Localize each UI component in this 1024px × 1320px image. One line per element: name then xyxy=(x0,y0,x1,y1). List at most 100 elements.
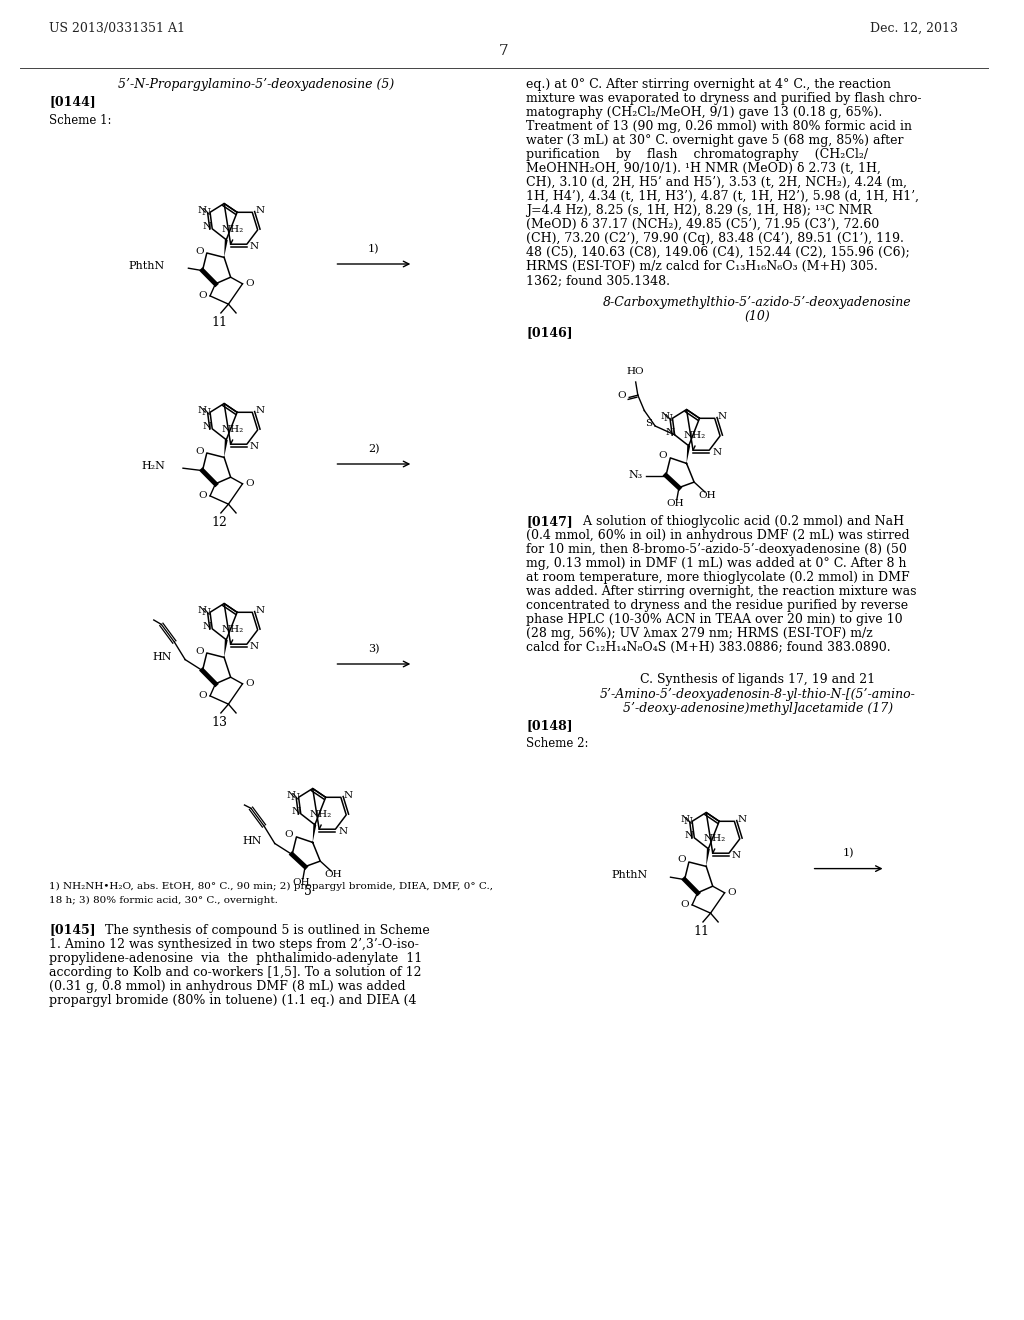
Text: N: N xyxy=(255,206,264,215)
Text: N: N xyxy=(250,242,259,251)
Text: eq.) at 0° C. After stirring overnight at 4° C., the reaction: eq.) at 0° C. After stirring overnight a… xyxy=(526,78,891,91)
Text: The synthesis of compound 5 is outlined in Scheme: The synthesis of compound 5 is outlined … xyxy=(93,924,430,937)
Text: N: N xyxy=(338,826,347,836)
Text: N: N xyxy=(203,422,212,432)
Text: N: N xyxy=(250,642,259,651)
Polygon shape xyxy=(707,849,710,866)
Text: N: N xyxy=(287,791,296,800)
Text: purification    by    flash    chromatography    (CH₂Cl₂/: purification by flash chromatography (CH… xyxy=(526,148,868,161)
Text: NH₂: NH₂ xyxy=(221,425,244,434)
Text: Scheme 1:: Scheme 1: xyxy=(49,114,112,127)
Text: N: N xyxy=(203,622,212,631)
Text: 5: 5 xyxy=(304,886,312,898)
Text: 1362; found 305.1348.: 1362; found 305.1348. xyxy=(526,275,671,286)
Text: mg, 0.13 mmol) in DMF (1 mL) was added at 0° C. After 8 h: mg, 0.13 mmol) in DMF (1 mL) was added a… xyxy=(526,557,907,570)
Text: Scheme 2:: Scheme 2: xyxy=(526,737,589,750)
Text: at room temperature, more thioglycolate (0.2 mmol) in DMF: at room temperature, more thioglycolate … xyxy=(526,572,910,583)
Text: O: O xyxy=(196,446,204,455)
Text: O: O xyxy=(196,647,204,656)
Text: propylidene-adenosine  via  the  phthalimido-adenylate  11: propylidene-adenosine via the phthalimid… xyxy=(49,952,423,965)
Text: NH₂: NH₂ xyxy=(310,810,332,820)
Text: N: N xyxy=(666,428,674,437)
Polygon shape xyxy=(312,825,316,842)
Polygon shape xyxy=(224,440,227,458)
Text: [0147]: [0147] xyxy=(526,515,573,528)
Text: O: O xyxy=(285,830,294,840)
Text: [0144]: [0144] xyxy=(49,95,96,108)
Text: N: N xyxy=(203,222,212,231)
Text: [0146]: [0146] xyxy=(526,326,573,339)
Text: N: N xyxy=(732,850,741,859)
Text: 3): 3) xyxy=(368,644,380,653)
Text: N: N xyxy=(198,606,207,615)
Text: OH: OH xyxy=(666,499,684,508)
Text: NH₂: NH₂ xyxy=(703,834,726,843)
Text: HN: HN xyxy=(243,836,262,846)
Text: 12: 12 xyxy=(212,516,227,529)
Text: O: O xyxy=(728,888,736,898)
Text: 48 (C5), 140.63 (C8), 149.06 (C4), 152.44 (C2), 155.96 (C6);: 48 (C5), 140.63 (C8), 149.06 (C4), 152.4… xyxy=(526,246,910,259)
Text: for 10 min, then 8-bromo-5’-azido-5’-deoxyadenosine (8) (50: for 10 min, then 8-bromo-5’-azido-5’-deo… xyxy=(526,543,907,556)
Text: 1H, H4’), 4.34 (t, 1H, H3’), 4.87 (t, 1H, H2’), 5.98 (d, 1H, H1’,: 1H, H4’), 4.34 (t, 1H, H3’), 4.87 (t, 1H… xyxy=(526,190,920,203)
Text: N: N xyxy=(685,832,694,841)
Text: A solution of thioglycolic acid (0.2 mmol) and NaH: A solution of thioglycolic acid (0.2 mmo… xyxy=(570,515,904,528)
Text: N: N xyxy=(290,793,299,801)
Text: US 2013/0331351 A1: US 2013/0331351 A1 xyxy=(49,22,185,36)
Text: N: N xyxy=(255,405,264,414)
Text: N: N xyxy=(737,814,746,824)
Text: N: N xyxy=(718,412,727,421)
Text: N: N xyxy=(198,206,207,215)
Text: 1): 1) xyxy=(843,849,854,858)
Text: water (3 mL) at 30° C. overnight gave 5 (68 mg, 85%) after: water (3 mL) at 30° C. overnight gave 5 … xyxy=(526,135,904,147)
Text: was added. After stirring overnight, the reaction mixture was: was added. After stirring overnight, the… xyxy=(526,585,916,598)
Text: N: N xyxy=(255,606,264,615)
Text: N: N xyxy=(250,442,259,450)
Text: O: O xyxy=(199,692,207,701)
Text: N: N xyxy=(344,791,353,800)
Text: N: N xyxy=(660,412,670,421)
Text: 1): 1) xyxy=(368,244,380,253)
Text: HN: HN xyxy=(153,652,172,661)
Text: concentrated to dryness and the residue purified by reverse: concentrated to dryness and the residue … xyxy=(526,599,908,612)
Text: CH), 3.10 (d, 2H, H5’ and H5’), 3.53 (t, 2H, NCH₂), 4.24 (m,: CH), 3.10 (d, 2H, H5’ and H5’), 3.53 (t,… xyxy=(526,176,907,189)
Text: S: S xyxy=(645,420,652,429)
Text: O: O xyxy=(199,491,207,500)
Text: 2): 2) xyxy=(368,444,380,454)
Text: propargyl bromide (80% in toluene) (1.1 eq.) and DIEA (4: propargyl bromide (80% in toluene) (1.1 … xyxy=(49,994,417,1007)
Polygon shape xyxy=(686,446,690,463)
Text: (0.4 mmol, 60% in oil) in anhydrous DMF (2 mL) was stirred: (0.4 mmol, 60% in oil) in anhydrous DMF … xyxy=(526,529,910,543)
Text: (28 mg, 56%); UV λmax 279 nm; HRMS (ESI-TOF) m/z: (28 mg, 56%); UV λmax 279 nm; HRMS (ESI-… xyxy=(526,627,873,640)
Text: phase HPLC (10-30% ACN in TEAA over 20 min) to give 10: phase HPLC (10-30% ACN in TEAA over 20 m… xyxy=(526,612,903,626)
Text: MeOHNH₂OH, 90/10/1). ¹H NMR (MeOD) δ 2.73 (t, 1H,: MeOHNH₂OH, 90/10/1). ¹H NMR (MeOD) δ 2.7… xyxy=(526,162,882,176)
Text: N: N xyxy=(291,808,300,816)
Text: OH: OH xyxy=(325,870,342,879)
Text: HO: HO xyxy=(627,367,644,376)
Text: 5’-Amino-5’-deoxyadenosin-8-yl-thio-N-[(5’-amino-: 5’-Amino-5’-deoxyadenosin-8-yl-thio-N-[(… xyxy=(600,688,915,701)
Text: 11: 11 xyxy=(694,925,710,939)
Text: NH₂: NH₂ xyxy=(221,626,244,634)
Text: (MeOD) δ 37.17 (NCH₂), 49.85 (C5’), 71.95 (C3’), 72.60: (MeOD) δ 37.17 (NCH₂), 49.85 (C5’), 71.9… xyxy=(526,218,880,231)
Text: 1. Amino 12 was synthesized in two steps from 2’,3’-O-iso-: 1. Amino 12 was synthesized in two steps… xyxy=(49,937,419,950)
Text: [0145]: [0145] xyxy=(49,924,96,937)
Text: O: O xyxy=(199,292,207,301)
Text: calcd for C₁₂H₁₄N₈O₄S (M+H) 383.0886; found 383.0890.: calcd for C₁₂H₁₄N₈O₄S (M+H) 383.0886; fo… xyxy=(526,642,891,653)
Text: C. Synthesis of ligands 17, 19 and 21: C. Synthesis of ligands 17, 19 and 21 xyxy=(640,673,876,686)
Text: PhthN: PhthN xyxy=(611,870,647,880)
Text: 1) NH₂NH•H₂O, abs. EtOH, 80° C., 90 min; 2) propargyl bromide, DIEA, DMF, 0° C.,: 1) NH₂NH•H₂O, abs. EtOH, 80° C., 90 min;… xyxy=(49,882,494,891)
Text: 18 h; 3) 80% formic acid, 30° C., overnight.: 18 h; 3) 80% formic acid, 30° C., overni… xyxy=(49,895,279,904)
Text: mixture was evaporated to dryness and purified by flash chro-: mixture was evaporated to dryness and pu… xyxy=(526,92,922,106)
Text: OH: OH xyxy=(292,878,310,887)
Text: N₃: N₃ xyxy=(629,470,643,480)
Text: N: N xyxy=(202,408,211,417)
Text: (10): (10) xyxy=(744,310,770,323)
Text: J=4.4 Hz), 8.25 (s, 1H, H2), 8.29 (s, 1H, H8); ¹³C NMR: J=4.4 Hz), 8.25 (s, 1H, H2), 8.29 (s, 1H… xyxy=(526,205,872,216)
Text: Dec. 12, 2013: Dec. 12, 2013 xyxy=(870,22,958,36)
Text: N: N xyxy=(664,413,673,422)
Text: 5’-deoxy-adenosine)methyl]acetamide (17): 5’-deoxy-adenosine)methyl]acetamide (17) xyxy=(623,702,893,715)
Text: HRMS (ESI-TOF) m/z calcd for C₁₃H₁₆N₆O₃ (M+H) 305.: HRMS (ESI-TOF) m/z calcd for C₁₃H₁₆N₆O₃ … xyxy=(526,260,879,273)
Text: 7: 7 xyxy=(499,44,509,58)
Text: N: N xyxy=(198,405,207,414)
Text: 11: 11 xyxy=(212,317,227,329)
Text: according to Kolb and co-workers [1,5]. To a solution of 12: according to Kolb and co-workers [1,5]. … xyxy=(49,966,422,978)
Text: N: N xyxy=(202,207,211,216)
